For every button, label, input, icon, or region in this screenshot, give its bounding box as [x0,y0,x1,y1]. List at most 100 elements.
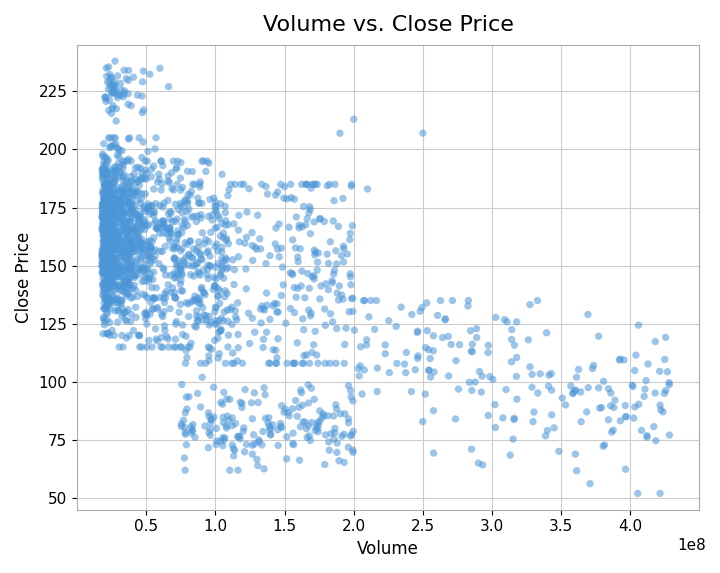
Point [127,243,138,252]
Point [588,361,599,370]
Point [372,387,383,396]
Point [198,316,210,325]
Point [185,270,197,279]
Point [106,73,117,83]
Point [219,307,230,316]
Point [225,305,236,314]
Point [139,265,150,274]
Point [238,180,249,189]
Point [108,194,120,203]
Point [104,253,115,262]
Point [203,159,215,168]
Point [272,308,284,317]
Point [128,244,140,253]
Point [194,180,205,189]
Point [168,253,180,262]
Point [179,423,191,432]
Point [314,214,325,223]
Point [100,92,112,101]
Point [102,185,114,194]
Point [145,242,156,252]
Point [511,317,523,327]
Point [215,271,226,280]
Point [417,417,428,426]
Point [199,422,211,431]
Point [101,285,112,294]
Point [114,203,126,213]
Point [108,189,120,198]
Point [138,138,149,147]
Point [355,342,366,351]
Point [184,343,196,352]
Point [312,427,324,437]
Point [117,186,128,195]
Point [171,273,182,282]
Point [113,249,125,258]
Point [237,359,248,368]
Point [102,240,114,249]
Point [99,189,110,198]
Point [177,202,189,211]
Point [157,218,168,227]
Point [135,254,146,263]
Point [311,265,323,274]
Point [262,190,274,199]
Point [125,293,137,303]
Point [168,343,180,352]
Point [119,210,130,219]
Point [204,261,216,270]
Point [98,304,109,313]
Point [148,208,160,217]
Point [171,163,182,172]
Point [99,246,111,256]
Point [118,190,130,199]
Point [210,202,221,211]
Point [160,270,171,280]
Point [114,282,125,291]
Point [420,343,431,352]
Point [153,259,165,268]
Point [142,264,153,273]
Point [260,182,271,191]
Point [102,245,114,254]
Point [630,351,642,360]
Point [182,221,194,230]
Point [156,179,168,189]
Point [148,162,159,171]
Point [146,164,158,174]
Point [97,225,109,234]
Point [112,293,123,303]
Point [395,303,407,312]
Point [258,305,270,315]
Point [345,280,356,289]
Point [131,226,143,236]
Point [134,220,145,229]
Point [108,206,120,215]
Point [173,256,184,265]
Point [174,308,185,317]
Point [104,247,116,256]
Point [112,240,123,249]
Point [107,88,119,97]
Point [105,208,117,217]
Point [173,230,184,239]
Point [105,200,117,209]
Point [118,217,130,226]
Point [471,324,482,333]
Point [109,57,121,66]
Point [122,227,134,236]
Point [103,84,114,93]
Point [134,213,145,222]
Point [143,252,154,261]
Point [221,423,233,433]
Point [379,340,391,350]
Point [249,328,261,337]
Point [195,210,207,219]
Point [102,255,113,264]
Point [113,209,125,218]
Point [98,313,109,322]
Point [99,281,111,291]
Point [107,252,118,261]
Point [215,231,226,241]
Point [269,299,281,308]
